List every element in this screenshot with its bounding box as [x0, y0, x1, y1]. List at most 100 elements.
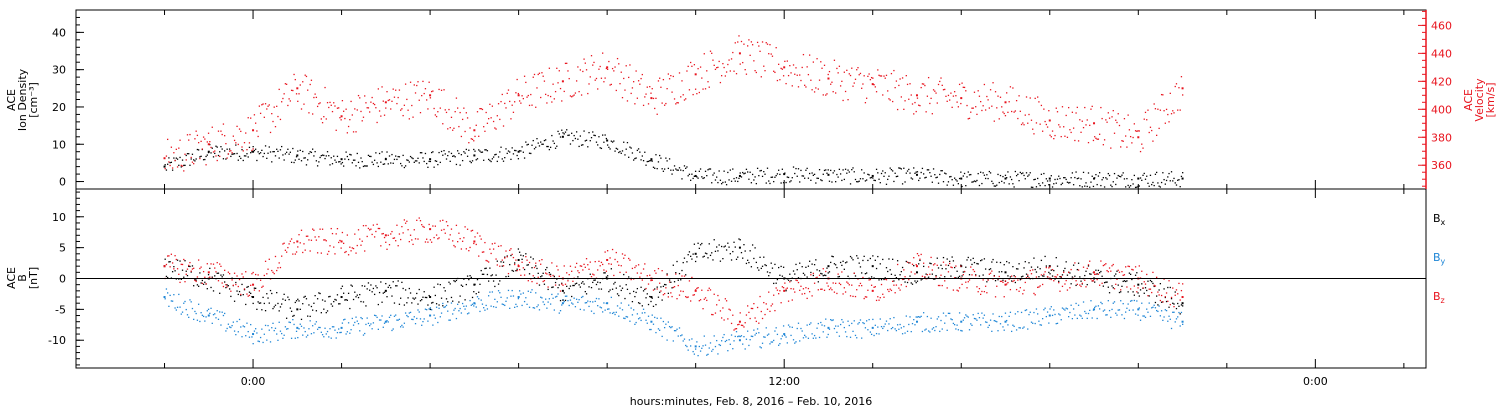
bx-series-sample	[761, 265, 764, 267]
velocity-series-sample	[292, 89, 294, 92]
by-series-sample	[285, 328, 288, 330]
velocity-series-point	[1181, 87, 1184, 90]
bx-series-sample	[471, 296, 474, 299]
velocity-series-sample	[901, 77, 904, 79]
bx-series-sample	[908, 262, 910, 264]
bx-series-sample	[584, 290, 586, 293]
by-series-sample	[1003, 329, 1005, 331]
bz-series-sample	[594, 260, 596, 263]
by-series-point	[960, 320, 963, 323]
bz-series-sample	[976, 286, 978, 288]
by-series-sample	[1039, 324, 1041, 326]
bx-series-sample	[701, 242, 703, 245]
velocity-series-sample	[711, 52, 713, 54]
bx-series-sample	[1022, 275, 1024, 277]
ion-density-series-sample	[624, 154, 626, 156]
velocity-series-sample	[909, 83, 911, 85]
bx-series-point	[650, 296, 653, 299]
bz-series-sample	[693, 294, 696, 296]
bx-series-sample	[1108, 292, 1111, 294]
by-series-sample	[403, 322, 406, 324]
bz-series-sample	[274, 255, 277, 258]
bz-series-sample	[966, 287, 968, 289]
bx-series-sample	[330, 303, 332, 305]
bx-series-sample	[168, 261, 170, 263]
bz-series-sample	[176, 268, 179, 270]
bx-series-sample	[486, 273, 489, 276]
velocity-series-sample	[447, 128, 449, 130]
bx-series-sample	[219, 292, 221, 294]
bx-series-sample	[797, 277, 800, 279]
by-series-sample	[515, 303, 517, 306]
bx-series-sample	[191, 265, 194, 267]
ion-density-series-sample	[823, 169, 826, 172]
bz-series-sample	[452, 240, 454, 242]
by-series-sample	[1134, 313, 1137, 315]
bx-series-sample	[1048, 271, 1050, 274]
bz-series-sample	[479, 235, 481, 237]
bz-series-sample	[764, 313, 766, 316]
bz-series-sample	[797, 281, 800, 284]
bx-series-sample	[839, 261, 842, 264]
by-series-sample	[786, 342, 788, 344]
by-series-sample	[518, 290, 521, 292]
velocity-series-sample	[854, 78, 857, 80]
ion-density-series-sample	[496, 160, 498, 163]
by-series-sample	[924, 329, 926, 331]
ion-density-series-sample	[1147, 182, 1149, 184]
bz-series-sample	[821, 288, 823, 290]
bx-series-sample	[1009, 276, 1012, 278]
bz-series-sample	[1038, 286, 1040, 288]
bz-series-sample	[312, 228, 314, 230]
velocity-series-sample	[300, 108, 303, 110]
bx-series-sample	[883, 278, 885, 281]
by-series-sample	[230, 326, 232, 329]
by-series-sample	[1126, 307, 1128, 309]
bz-series-sample	[457, 241, 459, 243]
bz-series-sample	[1002, 281, 1004, 283]
velocity-series-sample	[816, 58, 818, 60]
velocity-series-sample	[428, 81, 430, 83]
by-series-sample	[677, 335, 679, 337]
bz-series-sample	[620, 265, 622, 267]
bx-series-sample	[377, 303, 379, 306]
velocity-series-sample	[599, 65, 601, 68]
ion-density-series-sample	[455, 163, 458, 166]
velocity-series-sample	[751, 44, 754, 46]
by-series-sample	[892, 326, 894, 329]
bz-series-sample	[435, 234, 438, 236]
bx-series-sample	[980, 259, 982, 262]
bz-series-sample	[587, 264, 589, 266]
velocity-series-sample	[409, 81, 412, 83]
bx-series-sample	[569, 285, 572, 287]
bx-series-sample	[801, 266, 803, 268]
bz-series-sample	[478, 255, 480, 257]
ion-density-series-sample	[719, 179, 722, 181]
bz-series-sample	[1074, 262, 1076, 264]
velocity-series-sample	[971, 107, 973, 109]
ion-density-series-sample	[1035, 186, 1038, 188]
ion-density-series-sample	[656, 167, 658, 170]
bz-series-sample	[861, 284, 863, 287]
by-series-sample	[693, 353, 696, 355]
bx-series-sample	[865, 272, 868, 274]
ion-density-series-sample	[572, 139, 574, 142]
bx-series-sample	[994, 280, 997, 282]
velocity-series-sample	[201, 148, 204, 150]
ion-density-series-sample	[1082, 171, 1085, 174]
bx-series-sample	[328, 296, 330, 298]
velocity-series-sample	[712, 59, 714, 61]
by-series-sample	[357, 323, 360, 325]
by-series-sample	[303, 327, 305, 329]
bz-series-sample	[489, 248, 491, 250]
bx-series-sample	[331, 305, 334, 307]
ion-density-series-sample	[1043, 172, 1045, 175]
by-series-sample	[1065, 307, 1067, 309]
bx-series-sample	[281, 303, 283, 305]
bz-series-sample	[179, 281, 181, 284]
velocity-series-sample	[391, 100, 393, 102]
by-series-sample	[999, 323, 1002, 325]
bx-series-sample	[365, 305, 367, 307]
bz-series-point	[296, 240, 299, 243]
velocity-series-sample	[339, 117, 341, 119]
